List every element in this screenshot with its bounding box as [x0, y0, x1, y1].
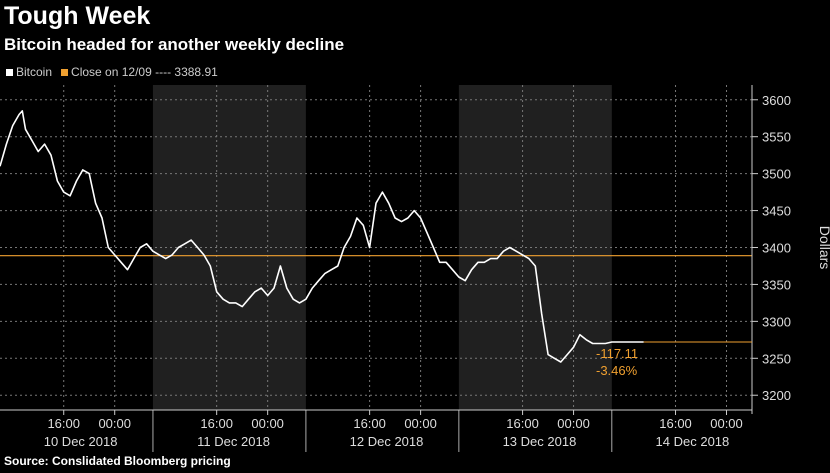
y-tick-label: 3450	[762, 204, 791, 219]
legend-label-bitcoin: Bitcoin	[16, 65, 53, 79]
y-tick-label: 3550	[762, 130, 791, 145]
legend-item-close: Close on 12/09 ---- 3388.91	[61, 65, 218, 79]
source-note: Source: Conslidated Bloomberg pricing	[4, 454, 231, 468]
legend-swatch-bitcoin	[6, 68, 13, 76]
chart-subtitle: Bitcoin headed for another weekly declin…	[4, 35, 345, 54]
y-axis-label: Dollars	[817, 226, 830, 270]
day-tick-label: 10 Dec 2018	[44, 434, 118, 449]
legend: Bitcoin Close on 12/09 ---- 3388.91	[6, 65, 227, 79]
legend-item-bitcoin: Bitcoin	[6, 65, 52, 79]
change-label: -117.11	[596, 346, 638, 361]
time-tick-label: 16:00	[353, 416, 386, 431]
y-tick-label: 3350	[762, 277, 791, 292]
time-tick-label: 00:00	[557, 416, 590, 431]
day-tick-label: 12 Dec 2018	[350, 434, 424, 449]
time-tick-label: 16:00	[200, 416, 233, 431]
legend-label-close: Close on 12/09 ---- 3388.91	[71, 65, 218, 79]
day-tick-label: 11 Dec 2018	[197, 434, 270, 449]
change-label: -3.46%	[596, 363, 638, 378]
y-tick-label: 3500	[762, 167, 791, 182]
time-tick-label: 16:00	[47, 416, 80, 431]
legend-swatch-close	[61, 68, 69, 76]
bitcoin-series-line	[0, 110, 644, 363]
day-tick-label: 13 Dec 2018	[503, 434, 577, 449]
time-tick-label: 00:00	[710, 416, 743, 431]
y-tick-label: 3200	[762, 388, 791, 403]
y-tick-label: 3300	[762, 314, 791, 329]
y-tick-label: 3400	[762, 241, 791, 256]
time-tick-label: 16:00	[659, 416, 692, 431]
y-tick-label: 3600	[762, 93, 791, 108]
time-tick-label: 16:00	[506, 416, 539, 431]
day-tick-label: 14 Dec 2018	[656, 434, 730, 449]
time-tick-label: 00:00	[251, 416, 284, 431]
chart-title: Tough Week	[4, 2, 151, 30]
time-tick-label: 00:00	[98, 416, 131, 431]
y-tick-label: 3250	[762, 351, 791, 366]
time-tick-label: 00:00	[404, 416, 437, 431]
